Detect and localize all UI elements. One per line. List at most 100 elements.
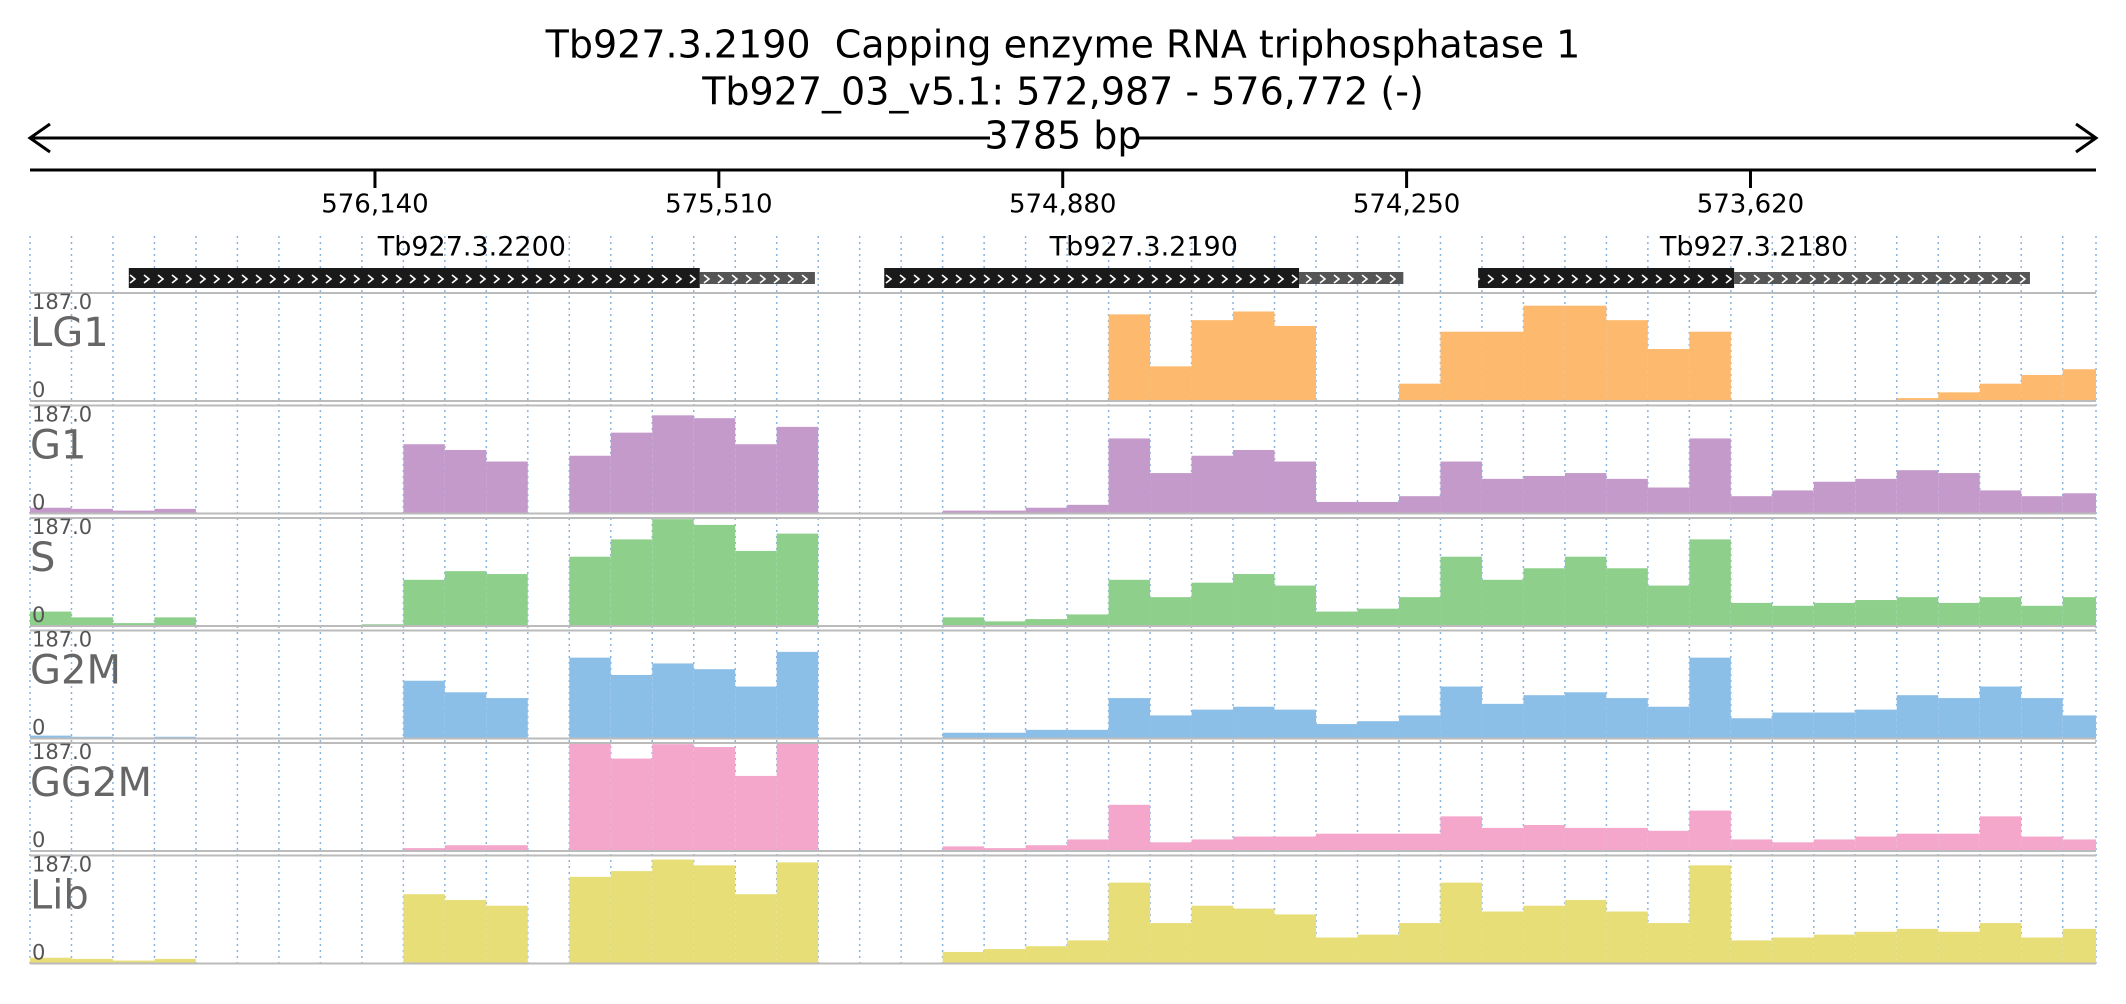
coverage-bar	[1730, 496, 1773, 514]
coverage-bar	[2021, 605, 2063, 626]
coverage-bar	[1772, 937, 1814, 964]
coverage-bar	[1647, 349, 1690, 401]
coverage-bar	[1896, 928, 1939, 964]
coverage-bar	[1730, 839, 1773, 851]
coverage-bar	[1896, 833, 1939, 851]
gene-cds-chevrons	[1478, 269, 1735, 287]
coverage-bar	[1938, 602, 1980, 626]
coverage-bar	[1315, 501, 1358, 514]
x-tick-label: 574,250	[1353, 190, 1461, 220]
coverage-bar	[1896, 597, 1939, 626]
coverage-bar	[1979, 490, 2022, 514]
coverage-bar	[1150, 842, 1192, 851]
coverage-bar	[1067, 504, 1109, 514]
coverage-bar	[1357, 721, 1399, 739]
coverage-bar	[1647, 830, 1690, 851]
coverage-bar	[1108, 882, 1151, 964]
coverage-bar	[652, 744, 694, 851]
gene-cds-chevrons	[128, 269, 700, 287]
coverage-bar	[1813, 602, 1856, 626]
coverage-bar	[486, 574, 528, 626]
coverage-bar	[1813, 712, 1856, 739]
coverage-bar	[1523, 695, 1565, 739]
coverage-bar	[776, 533, 819, 626]
coverage-bar	[1191, 839, 1234, 851]
coverage-bar	[1440, 816, 1482, 851]
coverage-bar	[942, 846, 985, 851]
coverage-bar	[1357, 608, 1399, 626]
span-label: 3785 bp	[984, 114, 1141, 158]
coverage-bar	[486, 698, 528, 739]
coverage-bar	[1938, 833, 1980, 851]
coverage-bar	[1233, 311, 1275, 401]
coverage-bar	[1647, 487, 1690, 514]
coverage-bar	[1606, 568, 1648, 626]
gene-label: Tb927.3.2190	[1049, 232, 1238, 263]
coverage-bar	[610, 871, 653, 964]
coverage-bar	[1025, 619, 1068, 626]
coverage-bar	[112, 510, 155, 514]
coverage-bar	[1564, 827, 1607, 851]
y-tick-label: 0	[32, 603, 45, 627]
coverage-bar	[2062, 597, 2096, 626]
coverage-bar	[444, 692, 487, 739]
track-name: LG1	[30, 310, 109, 356]
coverage-bar	[1689, 657, 1731, 739]
coverage-bar	[1689, 865, 1731, 964]
gene-label: Tb927.3.2200	[377, 232, 566, 263]
coverage-bar	[403, 579, 445, 626]
chart-subtitle: Tb927_03_v5.1: 572,987 - 576,772 (-)	[701, 70, 1424, 114]
coverage-bar	[1606, 478, 1648, 514]
coverage-bar	[2062, 839, 2096, 851]
coverage-bar	[1067, 839, 1109, 851]
coverage-bar	[693, 865, 736, 964]
coverage-bar	[1315, 611, 1358, 626]
coverage-bar	[71, 958, 113, 964]
coverage-bar	[154, 958, 196, 964]
coverage-bar	[71, 617, 113, 626]
coverage-bar	[1274, 461, 1316, 514]
coverage-bar	[444, 899, 487, 964]
coverage-bar	[1191, 320, 1234, 401]
coverage-bar	[735, 686, 777, 739]
coverage-bar	[1274, 585, 1316, 626]
coverage-bar	[1772, 490, 1814, 514]
coverage-bar	[1108, 579, 1151, 626]
coverage-bar	[1191, 905, 1234, 964]
coverage-bar	[1398, 923, 1441, 964]
coverage-bar	[1274, 709, 1316, 739]
coverage-bar	[776, 862, 819, 964]
coverage-bar	[1772, 712, 1814, 739]
coverage-bar	[2021, 698, 2063, 739]
track-name: S	[30, 535, 55, 581]
coverage-bar	[569, 657, 611, 739]
coverage-bar	[2062, 493, 2096, 514]
coverage-bar	[776, 426, 819, 514]
coverage-bar	[693, 747, 736, 851]
gene-utr-chevrons	[1734, 269, 2030, 287]
coverage-bar	[693, 418, 736, 514]
coverage-bar	[1357, 934, 1399, 964]
coverage-bar	[1523, 475, 1565, 514]
track	[30, 651, 2096, 739]
coverage-bar	[1440, 461, 1482, 514]
coverage-bar	[1855, 836, 1897, 851]
coverage-bar	[1979, 383, 2022, 401]
y-tick-label: 187.0	[32, 515, 92, 539]
coverage-bar	[444, 449, 487, 514]
coverage-bar	[942, 617, 985, 626]
track	[30, 415, 2096, 514]
coverage-bar	[1150, 597, 1192, 626]
coverage-bar	[1108, 698, 1151, 739]
gene-utr-chevrons	[699, 269, 815, 287]
coverage-bar	[444, 845, 487, 851]
coverage-bar	[1233, 836, 1275, 851]
coverage-bar	[1730, 602, 1773, 626]
y-tick-label: 187.0	[32, 628, 92, 652]
coverage-bar	[1606, 911, 1648, 964]
coverage-bar	[1191, 709, 1234, 739]
coverage-bar	[1647, 585, 1690, 626]
coverage-bar	[1398, 715, 1441, 739]
track	[30, 859, 2096, 964]
